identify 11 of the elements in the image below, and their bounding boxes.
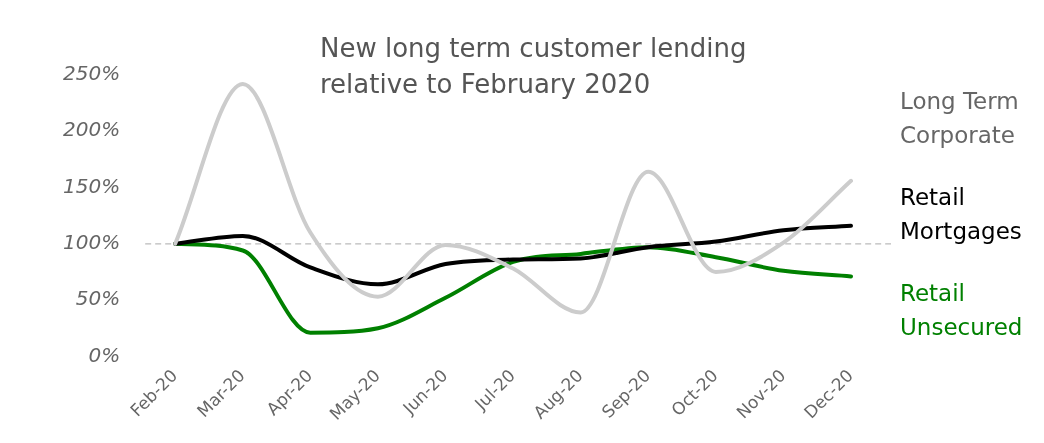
y-tick-label: 150% [62, 173, 121, 198]
line-series [173, 223, 853, 287]
y-tick-label: 50% [75, 286, 121, 311]
chart-title: New long term customer lending relative to February 2020 [320, 32, 748, 101]
y-tick-label: 200% [62, 117, 121, 142]
text: Retail Mortgages [900, 183, 1023, 246]
text: Retail Unsecured [900, 279, 1024, 342]
y-tick-label: 100% [62, 229, 121, 254]
y-tick-label: 0% [88, 342, 121, 367]
text: Long Term Corporate [900, 87, 1020, 150]
y-tick-label: 250% [62, 61, 121, 86]
